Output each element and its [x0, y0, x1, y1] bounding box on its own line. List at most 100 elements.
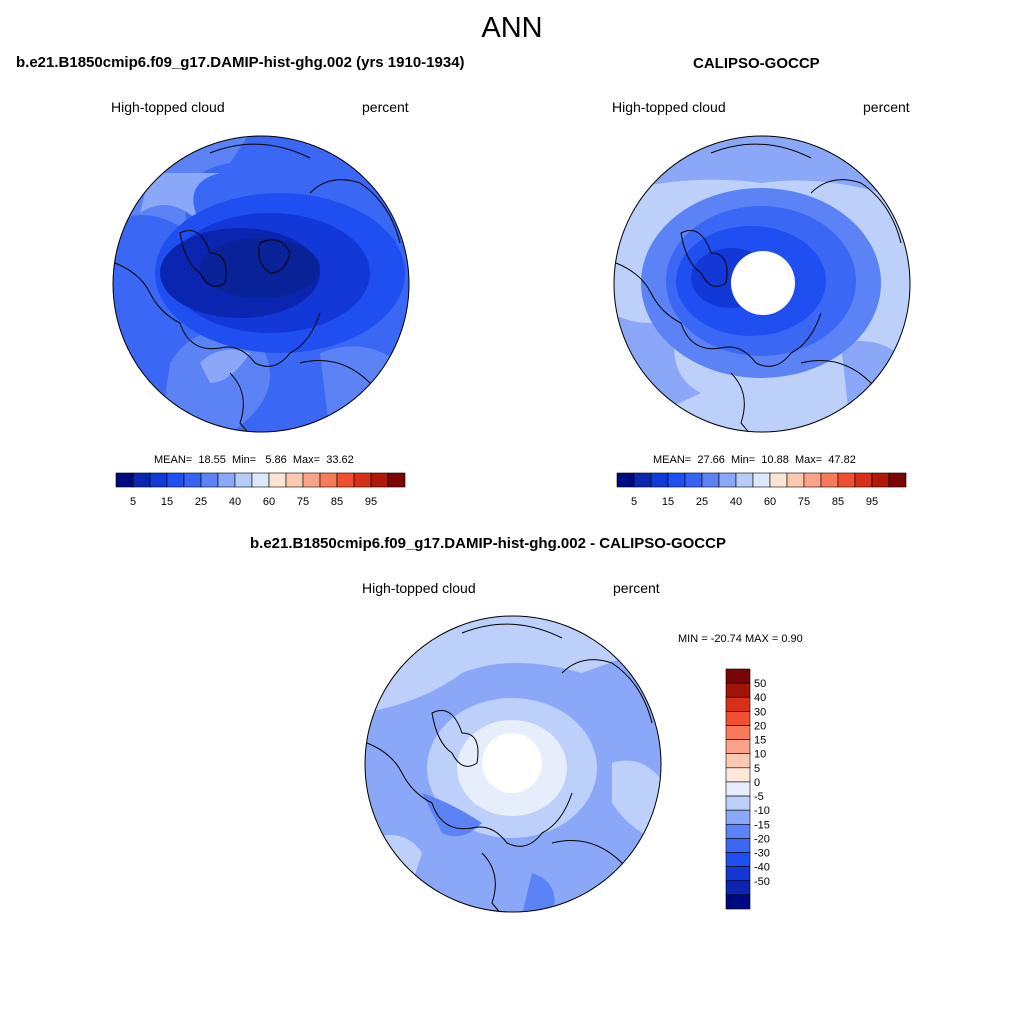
colorbar-tick-label: 40	[730, 496, 742, 508]
diff-polar-map	[364, 615, 662, 913]
colorbar-box	[725, 696, 751, 712]
colorbar-box	[251, 472, 270, 488]
colorbar-box	[684, 472, 703, 488]
obs-polar-map	[613, 135, 911, 433]
colorbar-tick-label: -15	[754, 819, 770, 831]
diff-variable-label: High-topped cloud	[362, 580, 476, 596]
colorbar-box	[183, 472, 202, 488]
colorbar-tick-label: 75	[297, 496, 309, 508]
diff-units-label: percent	[613, 580, 660, 596]
colorbar-box	[725, 823, 751, 839]
colorbar-box	[725, 795, 751, 811]
model-polar-map	[112, 135, 410, 433]
colorbar-box	[725, 852, 751, 867]
colorbar-tick-label: 40	[229, 496, 241, 508]
colorbar-tick-label: 50	[754, 678, 766, 690]
colorbar-box	[837, 472, 856, 488]
colorbar-tick-label: 60	[764, 496, 776, 508]
diff-panel-title: b.e21.B1850cmip6.f09_g17.DAMIP-hist-ghg.…	[250, 535, 726, 552]
colorbar-tick-label: 15	[161, 496, 173, 508]
colorbar-box	[725, 894, 751, 910]
colorbar-box	[616, 472, 635, 488]
colorbar-box	[302, 472, 321, 488]
colorbar-box	[871, 472, 890, 488]
colorbar-tick-label: -5	[754, 791, 764, 803]
colorbar-tick-label: 25	[195, 496, 207, 508]
obs-panel-title: CALIPSO-GOCCP	[693, 55, 820, 72]
colorbar-box	[200, 472, 219, 488]
colorbar-box	[725, 668, 751, 684]
colorbar-box	[752, 472, 771, 488]
colorbar-box	[725, 838, 751, 853]
diff-min-max: MIN = -20.74 MAX = 0.90	[678, 633, 803, 645]
colorbar-tick-label: 85	[331, 496, 343, 508]
colorbar-box	[387, 472, 406, 488]
colorbar-tick-label: 40	[754, 692, 766, 704]
colorbar-box	[725, 725, 751, 740]
colorbar-tick-label: 30	[754, 706, 766, 718]
colorbar-tick-label: 85	[832, 496, 844, 508]
colorbar-box	[319, 472, 338, 488]
colorbar-box	[735, 472, 754, 488]
model-colorbar: 5 15 25 40 60 75 85 95	[115, 472, 406, 508]
colorbar-tick-label: 10	[754, 749, 766, 761]
colorbar-box	[725, 753, 751, 769]
colorbar-tick-label: 5	[130, 496, 136, 508]
colorbar-tick-label: -30	[754, 848, 770, 860]
colorbar-tick-label: 25	[696, 496, 708, 508]
colorbar-box	[115, 472, 134, 488]
colorbar-box	[725, 739, 751, 755]
colorbar-tick-label: 5	[631, 496, 637, 508]
colorbar-tick-label: 15	[662, 496, 674, 508]
colorbar-box	[217, 472, 236, 488]
page-title: ANN	[481, 12, 543, 44]
colorbar-tick-label: 0	[754, 777, 760, 789]
colorbar-box	[285, 472, 304, 488]
colorbar-box	[769, 472, 788, 488]
colorbar-tick-label: 20	[754, 720, 766, 732]
colorbar-box	[718, 472, 737, 488]
model-units-label: percent	[362, 99, 409, 115]
colorbar-box	[132, 472, 151, 488]
colorbar-tick-label: 95	[866, 496, 878, 508]
colorbar-tick-label: 75	[798, 496, 810, 508]
obs-stats: MEAN= 27.66 Min= 10.88 Max= 47.82	[653, 454, 856, 466]
colorbar-tick-label: -10	[754, 805, 770, 817]
colorbar-box	[370, 472, 389, 488]
colorbar-tick-label: 15	[754, 735, 766, 747]
colorbar-box	[725, 711, 751, 726]
colorbar-box	[149, 472, 168, 488]
colorbar-tick-label: -40	[754, 862, 770, 874]
colorbar-box	[803, 472, 822, 488]
colorbar-tick-label: -50	[754, 876, 770, 888]
model-variable-label: High-topped cloud	[111, 99, 225, 115]
colorbar-box	[667, 472, 686, 488]
colorbar-tick-label: 5	[754, 763, 760, 775]
colorbar-box	[166, 472, 185, 488]
obs-units-label: percent	[863, 99, 910, 115]
colorbar-box	[888, 472, 907, 488]
colorbar-tick-label: 60	[263, 496, 275, 508]
colorbar-box	[725, 880, 751, 896]
model-panel-title: b.e21.B1850cmip6.f09_g17.DAMIP-hist-ghg.…	[16, 54, 465, 71]
colorbar-box	[650, 472, 669, 488]
obs-colorbar: 5 15 25 40 60 75 85 95	[616, 472, 907, 508]
colorbar-box	[725, 682, 751, 698]
colorbar-box	[725, 866, 751, 882]
colorbar-box	[633, 472, 652, 488]
colorbar-box	[234, 472, 253, 488]
colorbar-box	[725, 781, 751, 797]
colorbar-box	[725, 767, 751, 783]
colorbar-box	[701, 472, 720, 488]
colorbar-box	[820, 472, 839, 488]
obs-variable-label: High-topped cloud	[612, 99, 726, 115]
colorbar-box	[786, 472, 805, 488]
colorbar-box	[353, 472, 372, 488]
colorbar-tick-label: -20	[754, 833, 770, 845]
colorbar-box	[854, 472, 873, 488]
colorbar-tick-label: 95	[365, 496, 377, 508]
colorbar-box	[725, 809, 751, 825]
colorbar-box	[336, 472, 355, 488]
model-stats: MEAN= 18.55 Min= 5.86 Max= 33.62	[154, 454, 354, 466]
